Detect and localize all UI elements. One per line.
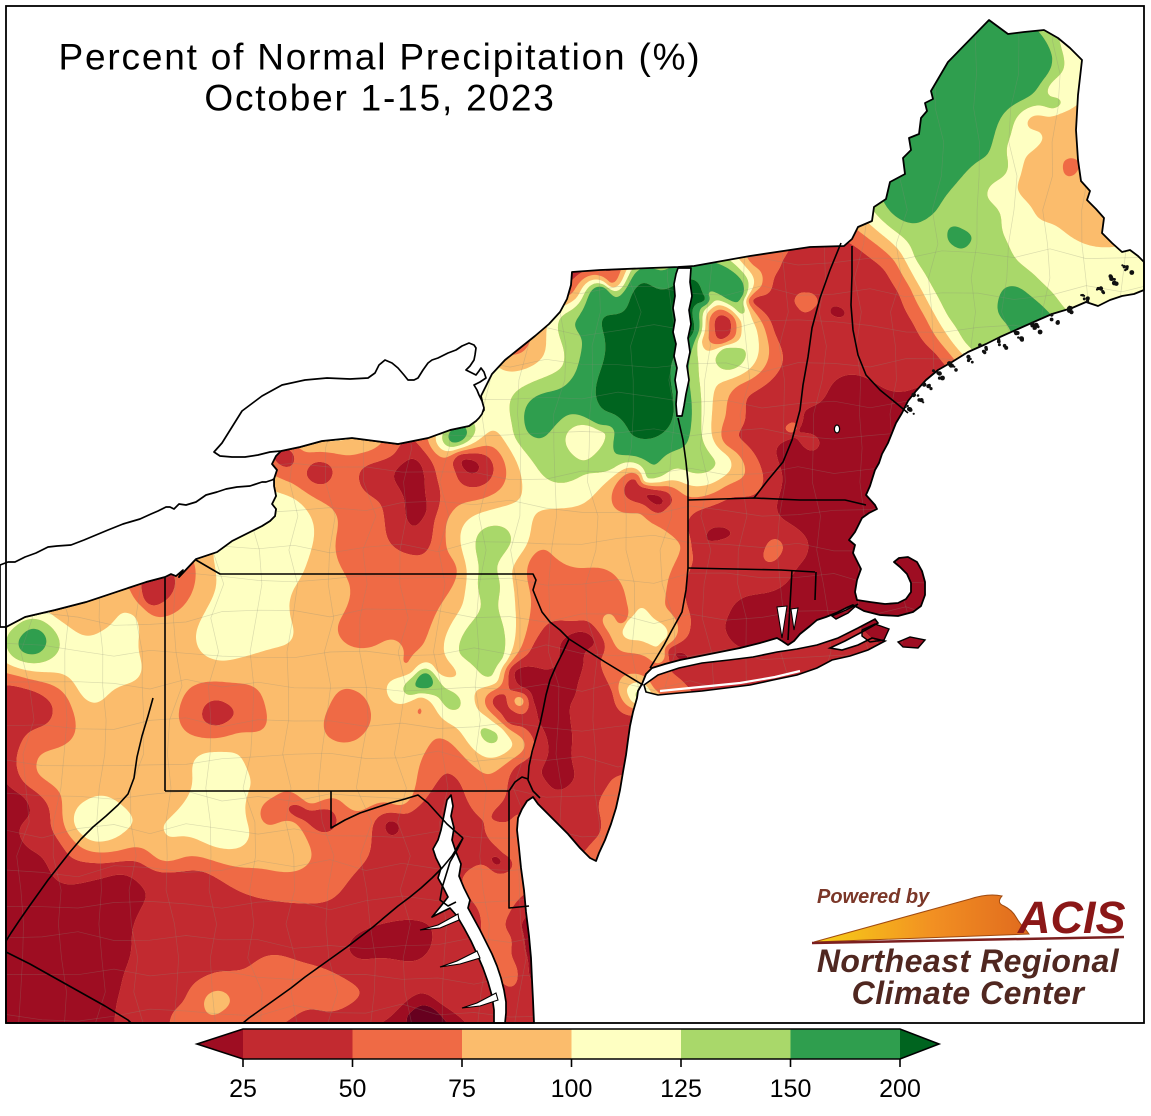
svg-text:75: 75 xyxy=(448,1075,476,1103)
svg-text:Climate Center: Climate Center xyxy=(852,975,1086,1011)
svg-text:Percent of Normal Precipitatio: Percent of Normal Precipitation (%) xyxy=(59,37,702,78)
svg-text:Powered by: Powered by xyxy=(817,886,930,908)
svg-text:ACIS: ACIS xyxy=(1017,892,1126,943)
svg-text:Northeast Regional: Northeast Regional xyxy=(817,943,1120,979)
svg-text:October 1-15, 2023: October 1-15, 2023 xyxy=(204,78,555,119)
svg-text:125: 125 xyxy=(660,1075,702,1103)
svg-text:150: 150 xyxy=(770,1075,812,1103)
svg-text:200: 200 xyxy=(879,1075,921,1103)
svg-text:25: 25 xyxy=(229,1075,257,1103)
svg-text:100: 100 xyxy=(551,1075,593,1103)
svg-text:50: 50 xyxy=(339,1075,367,1103)
